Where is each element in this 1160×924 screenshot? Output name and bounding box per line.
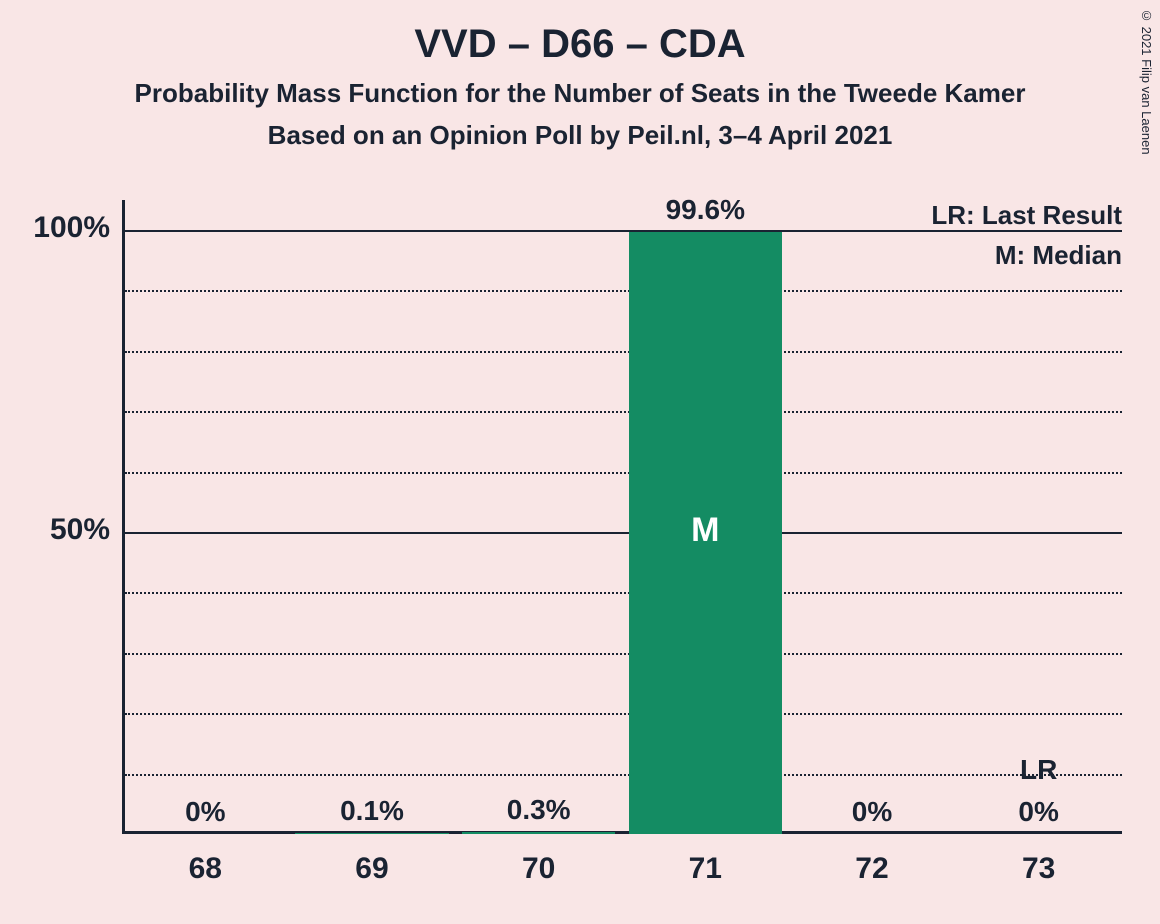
bar-value-label: 99.6% — [629, 194, 782, 226]
gridline-major — [125, 532, 1122, 534]
legend-lr: LR: Last Result — [931, 200, 1122, 231]
x-tick-label: 71 — [629, 852, 782, 886]
x-tick-label: 68 — [129, 852, 282, 886]
y-tick-label: 100% — [10, 211, 110, 245]
bar-value-label: 0% — [962, 796, 1115, 828]
chart-subtitle-2: Based on an Opinion Poll by Peil.nl, 3–4… — [0, 120, 1160, 151]
x-axis — [122, 831, 1122, 834]
bar-value-label: 0% — [795, 796, 948, 828]
gridline-minor — [125, 592, 1122, 594]
y-axis — [122, 200, 125, 834]
x-tick-label: 72 — [795, 852, 948, 886]
bar — [462, 832, 615, 834]
plot-area: 0%0.1%0.3%99.6%M0%0%LR — [122, 230, 1122, 834]
gridline-minor — [125, 411, 1122, 413]
gridline-minor — [125, 653, 1122, 655]
bar — [295, 833, 448, 834]
copyright-text: © 2021 Filip van Laenen — [1139, 8, 1154, 155]
gridline-minor — [125, 713, 1122, 715]
last-result-marker: LR — [962, 754, 1115, 786]
gridline-minor — [125, 290, 1122, 292]
chart-subtitle-1: Probability Mass Function for the Number… — [0, 78, 1160, 109]
x-tick-label: 70 — [462, 852, 615, 886]
legend-m: M: Median — [995, 240, 1122, 271]
bar-value-label: 0.3% — [462, 794, 615, 826]
gridline-minor — [125, 351, 1122, 353]
bar-value-label: 0% — [129, 796, 282, 828]
chart-title: VVD – D66 – CDA — [0, 22, 1160, 67]
pmf-chart: VVD – D66 – CDA Probability Mass Functio… — [0, 0, 1160, 924]
gridline-minor — [125, 472, 1122, 474]
y-tick-label: 50% — [10, 513, 110, 547]
x-tick-label: 69 — [295, 852, 448, 886]
x-tick-label: 73 — [962, 852, 1115, 886]
median-marker: M — [629, 511, 782, 550]
bar-value-label: 0.1% — [295, 795, 448, 827]
